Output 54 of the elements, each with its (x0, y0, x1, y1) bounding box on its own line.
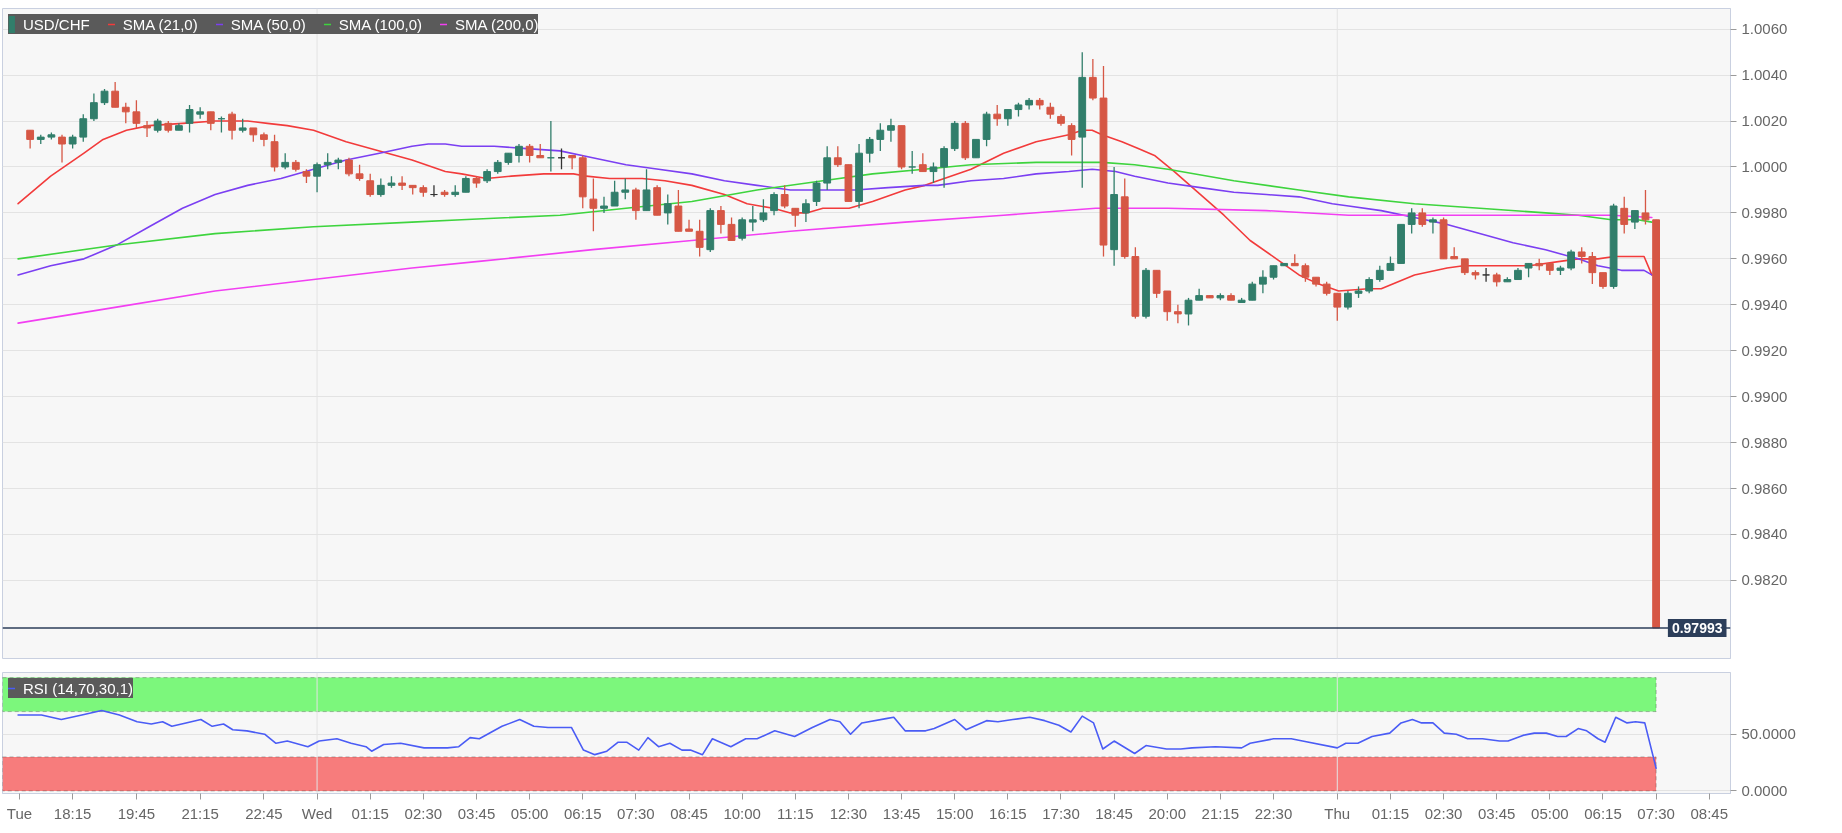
x-tick-label: 08:45 (670, 804, 708, 822)
x-tick-label: 18:45 (1095, 804, 1133, 822)
x-tick-label: 12:30 (829, 804, 868, 822)
x-tick-label: 15:00 (935, 804, 974, 822)
y-tick-label: 1.0020 (1741, 112, 1788, 130)
x-tick-label: 22:30 (1254, 804, 1293, 822)
x-tick-label: 06:15 (1584, 804, 1622, 822)
y-tick-label: 0.9940 (1741, 295, 1788, 313)
y-tick-label: 0.0000 (1741, 781, 1788, 799)
y-tick-label: 0.9880 (1741, 433, 1788, 451)
x-tick-label: 06:15 (563, 804, 602, 822)
x-tick-label: 08:45 (1690, 804, 1729, 822)
y-tick-label: 1.0060 (1741, 20, 1788, 38)
x-tick-label: 02:30 (404, 804, 443, 822)
x-tick-label: 03:45 (1477, 804, 1516, 822)
x-tick-label: Wed (301, 804, 333, 822)
legend-label: USD/CHF (23, 14, 90, 34)
x-tick-label: Thu (1324, 804, 1351, 822)
ref-line-label: 0.97993 (1671, 619, 1723, 636)
x-tick-label: 10:00 (723, 804, 761, 822)
x-tick-label: 03:45 (457, 804, 496, 822)
y-tick-label: 0.9980 (1741, 203, 1788, 221)
y-tick-label: 0.9960 (1741, 249, 1788, 267)
x-tick-label: 05:00 (1531, 804, 1569, 822)
legend-label: RSI (14,70,30,1) (23, 678, 134, 698)
y-tick-label: 50.0000 (1741, 725, 1796, 743)
x-tick-label: 01:15 (1371, 804, 1410, 822)
y-tick-label: 1.0040 (1741, 66, 1788, 84)
y-tick-label: 1.0000 (1741, 157, 1788, 175)
x-tick-label: 01:15 (351, 804, 389, 822)
x-tick-label: 13:45 (882, 804, 921, 822)
x-tick-label: 11:15 (777, 804, 814, 822)
y-tick-label: 0.9820 (1741, 571, 1788, 589)
x-tick-label: Tue (6, 804, 33, 822)
x-tick-label: 18:15 (53, 804, 92, 822)
x-tick-label: 22:45 (245, 804, 283, 822)
x-tick-label: 05:00 (510, 804, 549, 822)
legend-label: SMA (100,0) (338, 14, 423, 34)
x-tick-label: 21:15 (1201, 804, 1240, 822)
x-tick-label: 07:30 (617, 804, 655, 822)
x-tick-label: 20:00 (1148, 804, 1187, 822)
x-tick-label: 02:30 (1424, 804, 1463, 822)
y-tick-label: 0.9840 (1741, 525, 1788, 543)
x-tick-label: 21:15 (181, 804, 219, 822)
y-tick-label: 0.9920 (1741, 341, 1788, 359)
legend-label: SMA (50,0) (230, 14, 306, 34)
y-tick-label: 0.9900 (1741, 387, 1788, 405)
x-tick-label: 07:30 (1637, 804, 1675, 822)
x-tick-label: 17:30 (1042, 804, 1080, 822)
legend-label: SMA (200,0) (455, 14, 539, 34)
x-tick-label: 16:15 (989, 804, 1027, 822)
legend-label: SMA (21,0) (122, 14, 198, 34)
y-tick-label: 0.9860 (1741, 479, 1788, 497)
x-tick-label: 19:45 (117, 804, 156, 822)
